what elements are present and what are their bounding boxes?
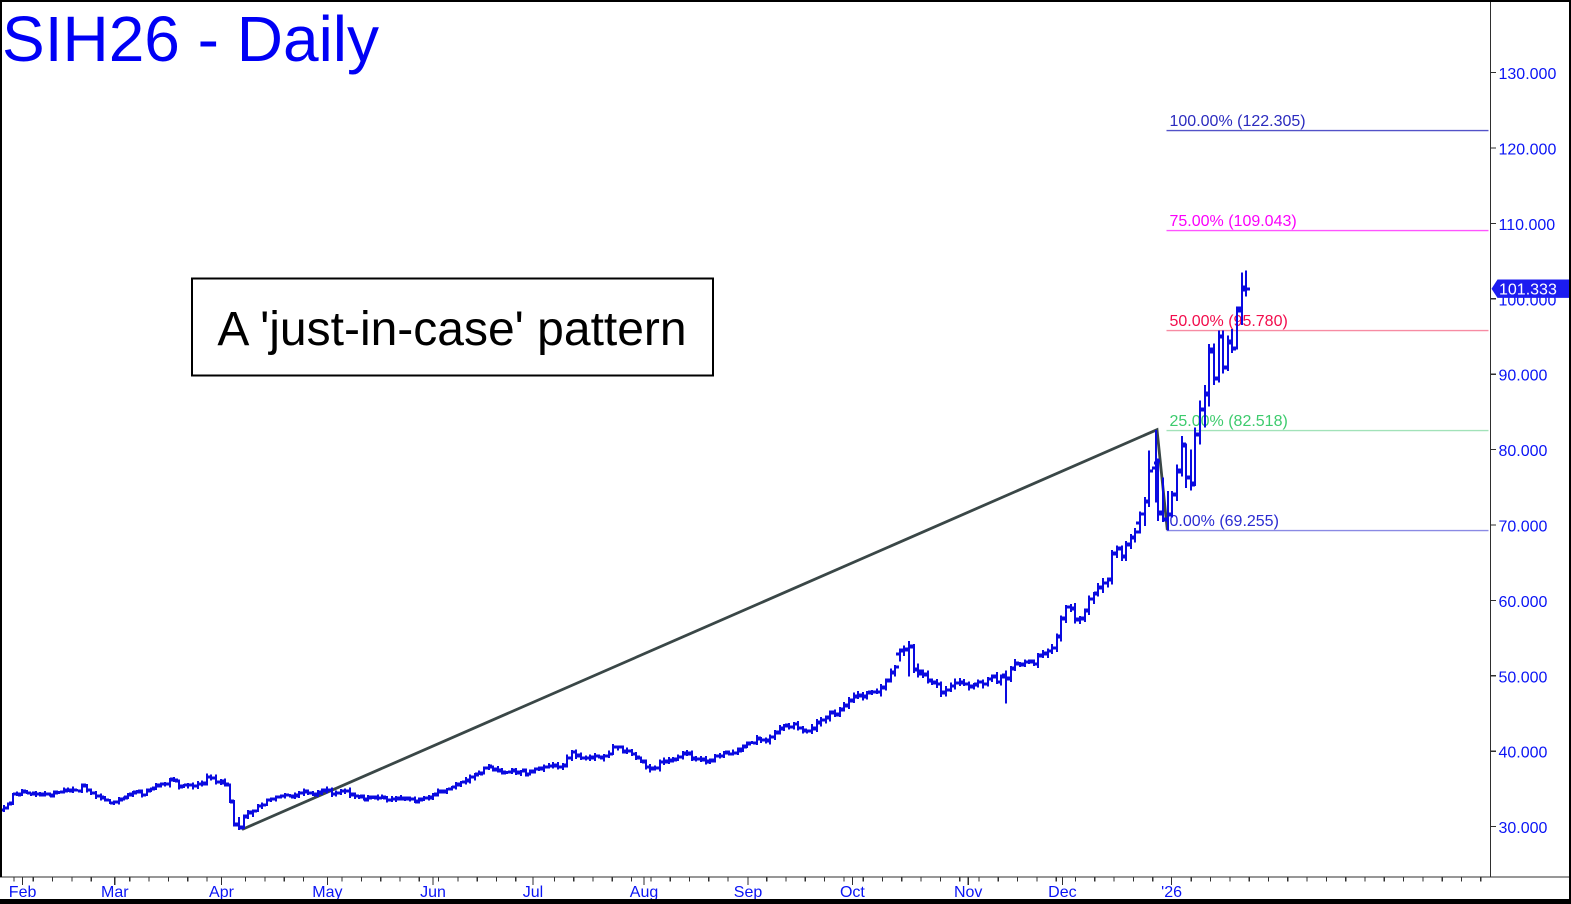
svg-text:Feb: Feb: [9, 884, 37, 901]
svg-text:SIH26 - Daily: SIH26 - Daily: [2, 3, 379, 75]
svg-text:40.000: 40.000: [1499, 745, 1548, 762]
svg-text:130.000: 130.000: [1499, 66, 1557, 83]
svg-text:80.000: 80.000: [1499, 443, 1548, 460]
svg-text:Oct: Oct: [840, 884, 865, 901]
svg-text:110.000: 110.000: [1499, 217, 1556, 234]
svg-text:50.000: 50.000: [1499, 669, 1548, 686]
svg-text:90.000: 90.000: [1499, 368, 1548, 385]
svg-text:0.00% (69.255): 0.00% (69.255): [1170, 513, 1279, 530]
svg-text:120.000: 120.000: [1499, 142, 1557, 159]
svg-text:Mar: Mar: [101, 884, 129, 901]
svg-text:101.333: 101.333: [1499, 281, 1557, 298]
svg-text:100.00% (122.305): 100.00% (122.305): [1170, 113, 1306, 130]
svg-text:Apr: Apr: [209, 884, 235, 901]
svg-text:May: May: [312, 884, 342, 901]
svg-text:70.000: 70.000: [1499, 519, 1548, 536]
svg-text:A 'just-in-case' pattern: A 'just-in-case' pattern: [217, 303, 686, 356]
svg-text:75.00% (109.043): 75.00% (109.043): [1170, 213, 1297, 230]
svg-text:Nov: Nov: [954, 884, 982, 901]
svg-text:30.000: 30.000: [1499, 820, 1548, 837]
svg-text:25.00% (82.518): 25.00% (82.518): [1170, 413, 1288, 430]
svg-text:Dec: Dec: [1048, 884, 1076, 901]
svg-text:Jul: Jul: [523, 884, 543, 901]
svg-text:50.00% (95.780): 50.00% (95.780): [1170, 313, 1288, 330]
svg-text:60.000: 60.000: [1499, 594, 1548, 611]
svg-text:Sep: Sep: [734, 884, 763, 901]
svg-text:Jun: Jun: [420, 884, 446, 901]
svg-text:Aug: Aug: [630, 884, 658, 901]
svg-text:'26: '26: [1161, 884, 1182, 901]
